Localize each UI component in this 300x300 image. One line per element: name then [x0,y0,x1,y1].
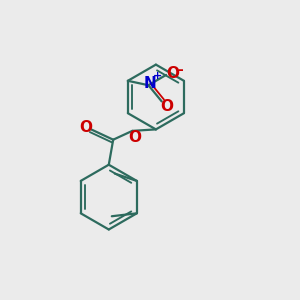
Text: O: O [128,130,141,145]
Text: +: + [153,71,163,81]
Text: O: O [79,119,92,134]
Text: N: N [143,76,156,91]
Text: O: O [160,99,173,114]
Text: -: - [177,63,183,76]
Text: O: O [166,66,179,81]
